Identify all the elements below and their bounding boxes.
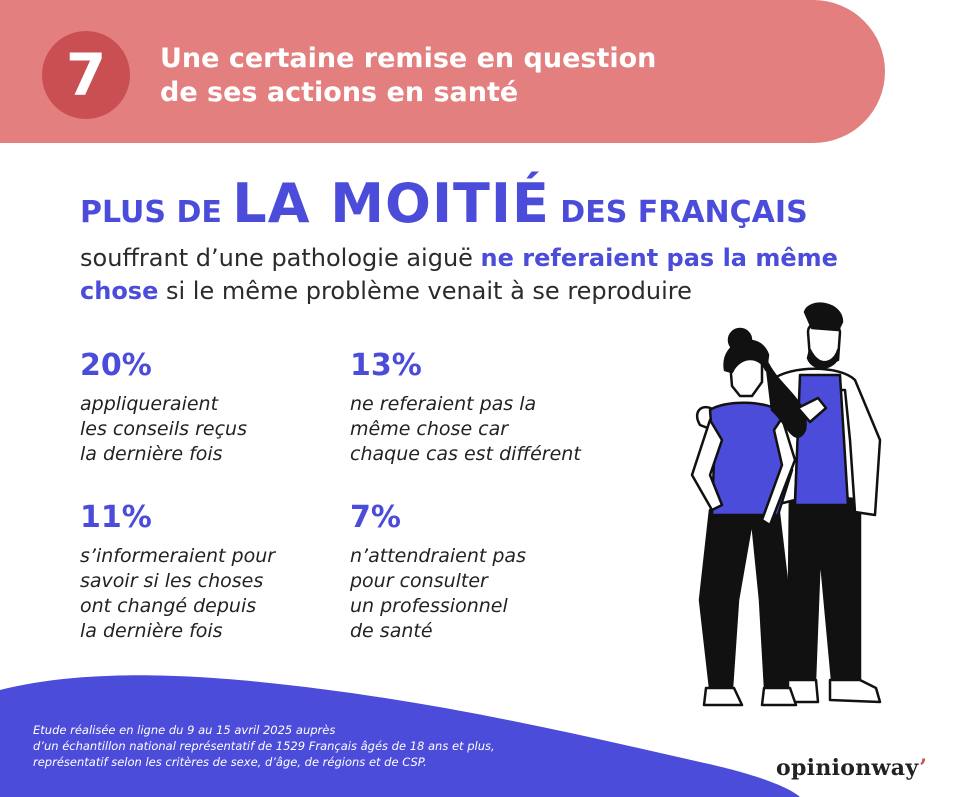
section-title-line1: Une certaine remise en question	[160, 43, 657, 74]
stat-line: un professionnel	[350, 595, 508, 617]
logo-text: opinionway	[776, 755, 920, 781]
stat-value: 20%	[80, 348, 152, 383]
stat-description: appliqueraient les conseils reçus la der…	[80, 392, 247, 467]
logo-mark: ’	[919, 755, 928, 781]
stat-line: chaque cas est différent	[350, 443, 581, 465]
stat-description: ne referaient pas la même chose car chaq…	[350, 392, 581, 467]
subheadline: souffrant d’une pathologie aiguë ne refe…	[80, 242, 880, 308]
stat-line: même chose car	[350, 418, 509, 440]
header-banner	[0, 0, 885, 143]
section-title-line2: de ses actions en santé	[160, 77, 519, 108]
stat-line: savoir si les choses	[80, 570, 264, 592]
stat-value: 11%	[80, 500, 152, 535]
stat-line: s’informeraient pour	[80, 545, 276, 567]
stat-line: la dernière fois	[80, 620, 223, 642]
opinionway-logo: opinionway’	[776, 755, 927, 781]
stat-line: pour consulter	[350, 570, 488, 592]
study-footnote: Etude réalisée en ligne du 9 au 15 avril…	[33, 722, 495, 770]
stat-value: 7%	[350, 500, 401, 535]
stat-value: 13%	[350, 348, 422, 383]
stat-line: ont changé depuis	[80, 595, 257, 617]
stat-line: appliqueraient	[80, 393, 219, 415]
stat-line: n’attendraient pas	[350, 545, 526, 567]
stat-block-7: 7% n’attendraient pas pour consulter un …	[350, 500, 526, 644]
footnote-line: d’un échantillon national représentatif …	[33, 739, 495, 753]
footer-wave	[0, 675, 800, 797]
subheadline-part2: si le même problème venait à se reprodui…	[158, 277, 692, 305]
headline-suffix: DES FRANÇAIS	[549, 195, 808, 230]
headline-prefix: PLUS DE	[80, 195, 233, 230]
stat-line: ne referaient pas la	[350, 393, 537, 415]
stat-block-13: 13% ne referaient pas la même chose car …	[350, 348, 581, 467]
stat-block-11: 11% s’informeraient pour savoir si les c…	[80, 500, 275, 644]
footnote-line: représentatif selon les critères de sexe…	[33, 755, 427, 769]
subheadline-part1: souffrant d’une pathologie aiguë	[80, 244, 481, 272]
footnote-line: Etude réalisée en ligne du 9 au 15 avril…	[33, 723, 336, 737]
stat-line: les conseils reçus	[80, 418, 247, 440]
stat-line: de santé	[350, 620, 433, 642]
headline: PLUS DE LA MOITIÉ DES FRANÇAIS	[80, 172, 808, 235]
headline-emphasis: LA MOITIÉ	[232, 172, 550, 235]
stat-description: n’attendraient pas pour consulter un pro…	[350, 544, 526, 644]
couple-embracing-illustration	[690, 302, 882, 707]
section-title: Une certaine remise en question de ses a…	[160, 42, 656, 110]
subheadline-highlight: ne referaient pas la même chose	[80, 244, 838, 305]
section-number-badge: 7	[42, 31, 130, 119]
stat-description: s’informeraient pour savoir si les chose…	[80, 544, 275, 644]
stat-block-20: 20% appliqueraient les conseils reçus la…	[80, 348, 247, 467]
stat-line: la dernière fois	[80, 443, 223, 465]
